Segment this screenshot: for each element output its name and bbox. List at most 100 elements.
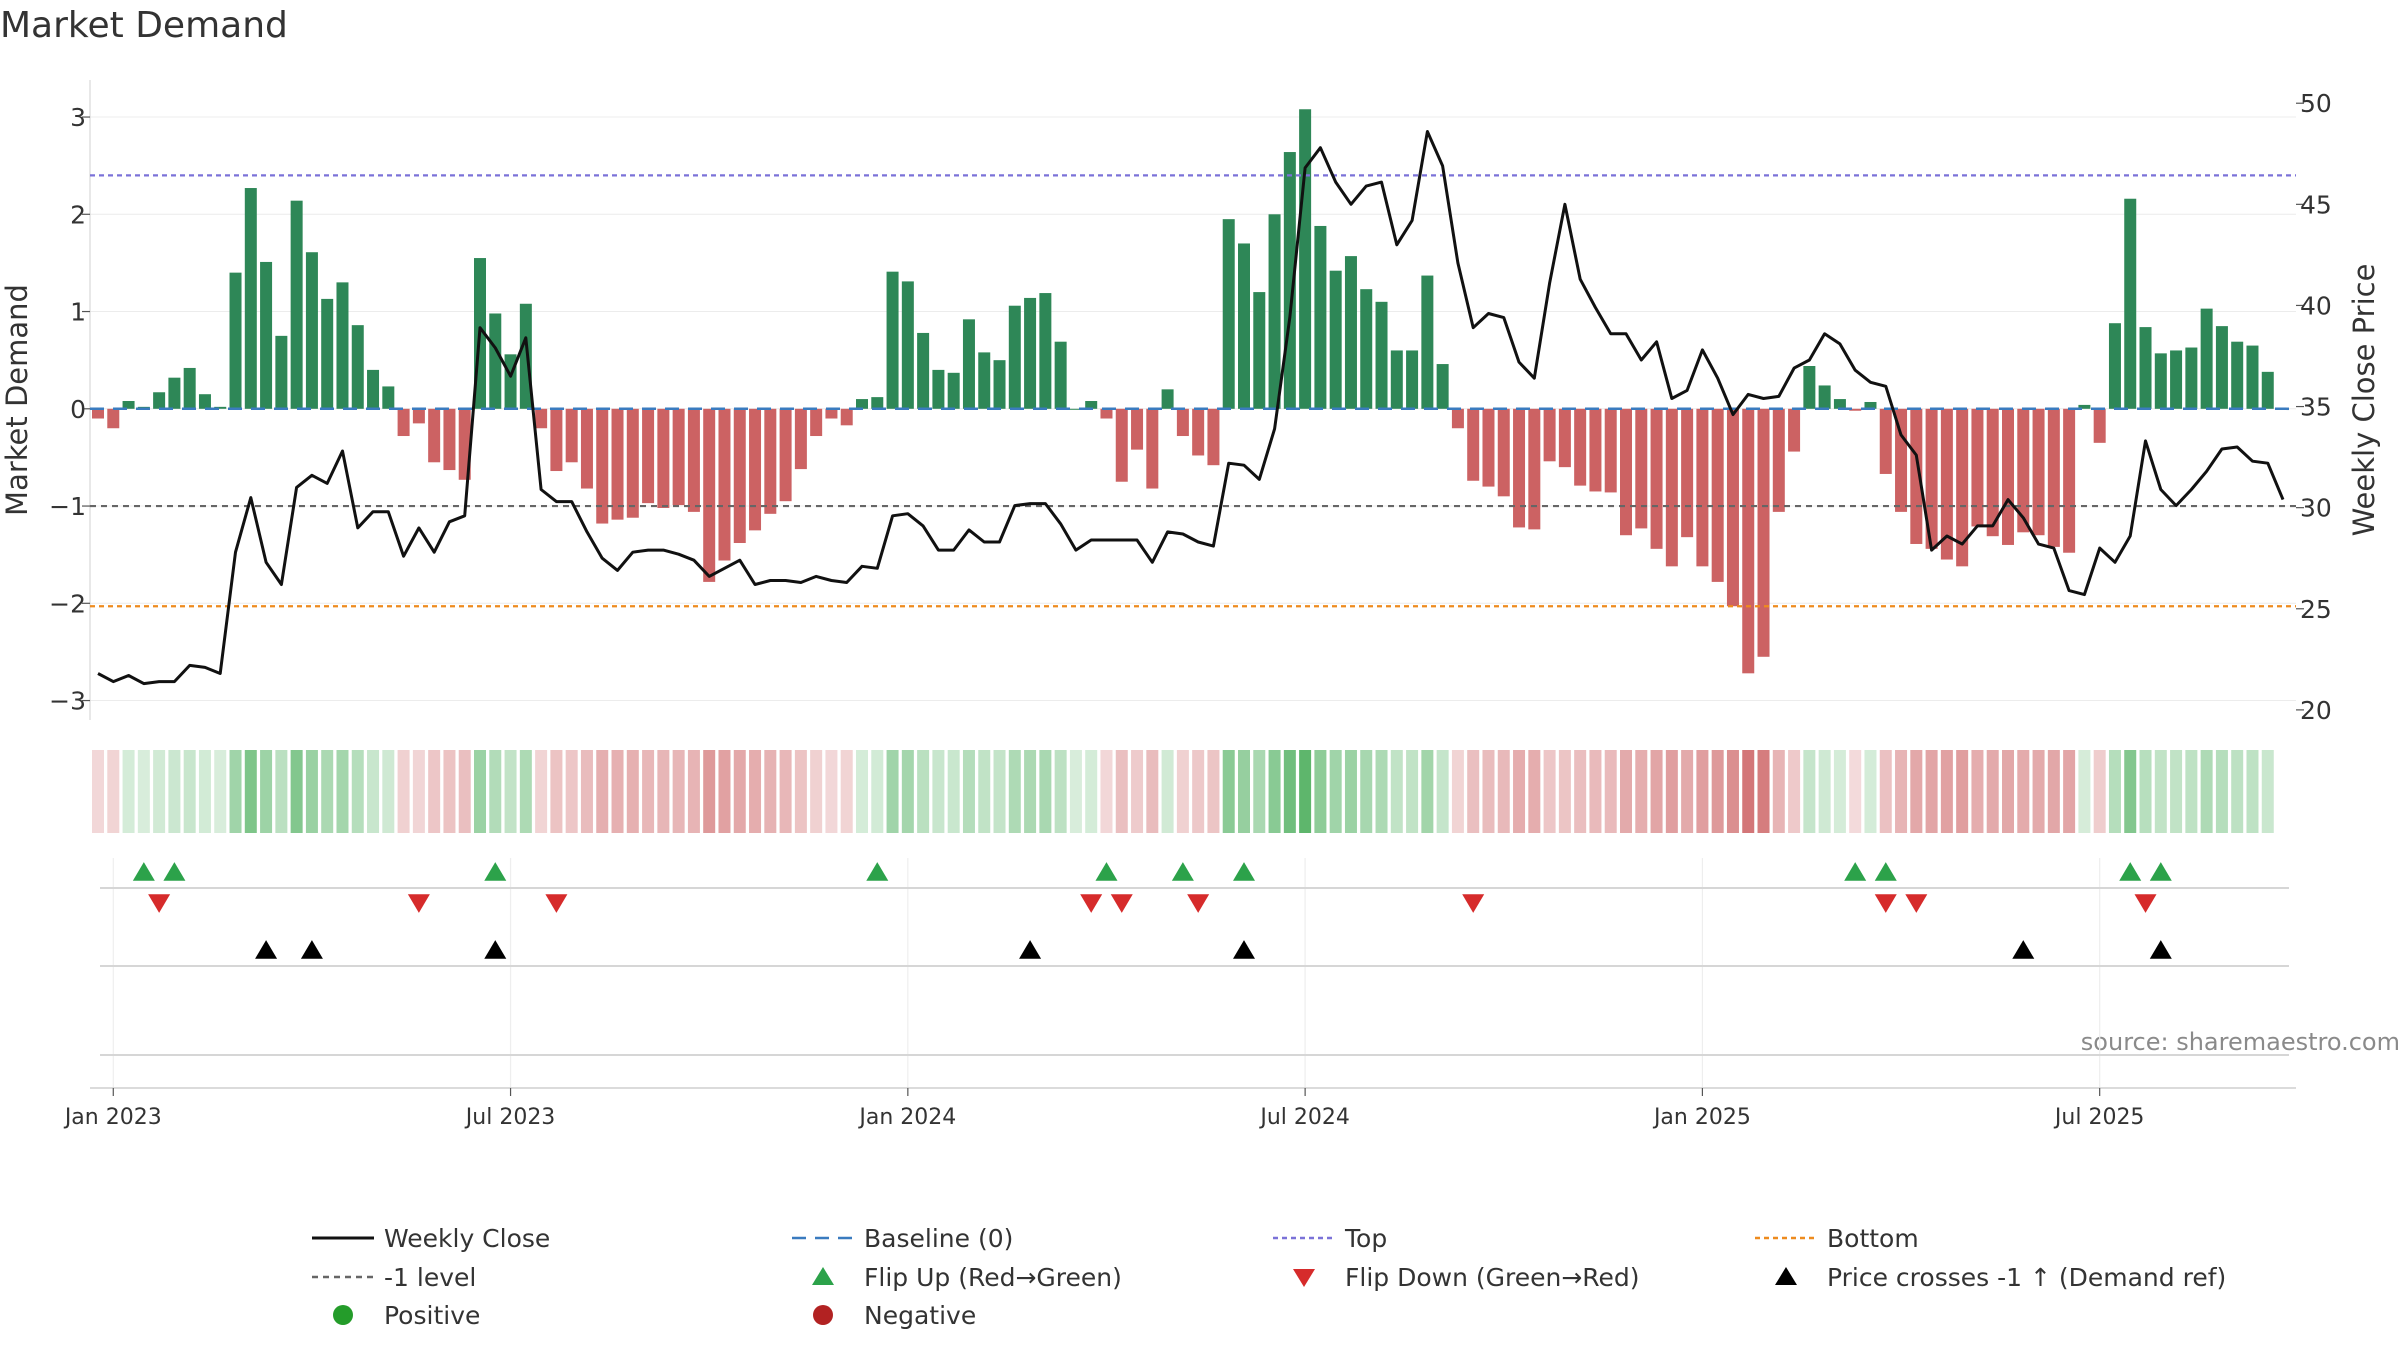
- flip-down-marker: [407, 894, 430, 913]
- demand-bar: [1131, 408, 1144, 450]
- strip-cell: [1925, 750, 1938, 833]
- demand-bar: [810, 408, 823, 437]
- demand-bar: [1635, 408, 1648, 529]
- demand-bar: [932, 369, 945, 409]
- demand-bar: [1314, 225, 1327, 409]
- y-axis-label: Market Demand: [0, 284, 34, 516]
- y2-tick-label: 50: [2300, 89, 2332, 118]
- strip-cell: [2017, 750, 2030, 833]
- y2-axis-label: Weekly Close Price: [2347, 264, 2381, 537]
- x-tick-label: Jan 2024: [857, 1105, 956, 1130]
- strip-cell: [443, 750, 456, 833]
- strip-cell: [1375, 750, 1388, 833]
- strip-cell: [1451, 750, 1464, 833]
- strip-cell: [657, 750, 670, 833]
- demand-bar: [2108, 323, 2121, 409]
- strip-cell: [1620, 750, 1632, 833]
- demand-bar: [565, 408, 578, 463]
- demand-bar: [1757, 408, 1770, 657]
- demand-bar: [1421, 275, 1434, 409]
- strip-cell: [1360, 750, 1373, 833]
- strip-cell: [642, 750, 655, 833]
- legend-label: Flip Up (Red→Green): [864, 1263, 1122, 1292]
- strip-cell: [1008, 750, 1021, 833]
- strip-cell: [1558, 750, 1571, 833]
- demand-bar: [275, 335, 288, 409]
- demand-bar: [1115, 408, 1128, 482]
- demand-bar: [1222, 219, 1235, 409]
- strip-cell: [168, 750, 181, 833]
- legend-label: Baseline (0): [864, 1224, 1013, 1253]
- demand-bar: [1864, 401, 1877, 409]
- strip-cell: [198, 750, 211, 833]
- demand-bar: [382, 386, 395, 409]
- demand-bar: [1497, 408, 1510, 497]
- y-tick-label: −3: [49, 687, 86, 716]
- strip-cell: [2047, 750, 2060, 833]
- strip-cell: [718, 750, 731, 833]
- strip-cell: [1131, 750, 1144, 833]
- strip-cell: [733, 750, 746, 833]
- demand-bar: [1543, 408, 1556, 462]
- strip-cell: [2154, 750, 2167, 833]
- demand-bar: [2154, 353, 2167, 409]
- demand-bar: [2261, 371, 2274, 409]
- flip-up-marker: [1171, 862, 1194, 881]
- demand-bar: [336, 282, 349, 409]
- strip-cell: [2139, 750, 2152, 833]
- demand-bar: [290, 200, 303, 409]
- demand-bar: [168, 377, 181, 409]
- strip-cell: [305, 750, 318, 833]
- demand-bar: [443, 408, 456, 471]
- strip-cell: [367, 750, 380, 833]
- strip-cell: [764, 750, 777, 833]
- legend-label: Top: [1344, 1224, 1387, 1253]
- demand-bar: [1207, 408, 1220, 466]
- strip-cell: [1253, 750, 1266, 833]
- demand-bar: [2170, 350, 2183, 409]
- legend-item-positive: Positive: [333, 1301, 480, 1330]
- demand-bar: [428, 408, 441, 463]
- price-cross-marker: [1019, 940, 1042, 959]
- legend-label: Bottom: [1827, 1224, 1919, 1253]
- demand-bar: [92, 408, 104, 419]
- demand-bar: [2063, 408, 2076, 553]
- x-tick-label: Jul 2025: [2053, 1105, 2145, 1130]
- demand-bar: [489, 313, 502, 409]
- flip-down-marker: [1110, 894, 1133, 913]
- strip-cell: [1054, 750, 1067, 833]
- flip-up-marker: [866, 862, 889, 881]
- demand-bar: [703, 408, 716, 582]
- y-tick-label: −1: [49, 492, 86, 521]
- strip-cell: [596, 750, 609, 833]
- strip-cell: [687, 750, 700, 833]
- strip-cell: [1956, 750, 1969, 833]
- strip-cell: [2246, 750, 2259, 833]
- demand-bar: [1803, 366, 1816, 409]
- demand-bar: [535, 408, 548, 429]
- demand-bar: [733, 408, 746, 544]
- reference-lines: [90, 174, 2296, 608]
- strip-cell: [489, 750, 502, 833]
- strip-cell: [428, 750, 441, 833]
- strip-cell: [779, 750, 792, 833]
- strip-cell: [2231, 750, 2244, 833]
- flip-down-marker: [1187, 894, 1210, 913]
- strip-cell: [2185, 750, 2198, 833]
- demand-bar: [947, 372, 960, 409]
- strip-cell: [1115, 750, 1128, 833]
- strip-cell: [2002, 750, 2014, 833]
- strip-cell: [2124, 750, 2137, 833]
- strip-cell: [137, 750, 150, 833]
- strip-cell: [1726, 750, 1739, 833]
- demand-bar: [2078, 404, 2091, 409]
- strip-cell: [2215, 750, 2228, 833]
- demand-bar: [351, 325, 364, 409]
- demand-bar: [1696, 408, 1709, 567]
- demand-bar: [2231, 341, 2244, 409]
- strip-cell: [1192, 750, 1205, 833]
- strip-cell: [1406, 750, 1419, 833]
- flip-up-marker: [1874, 862, 1897, 881]
- flip-up-marker: [484, 862, 507, 881]
- source-note: source: sharemaestro.com: [2081, 1028, 2400, 1056]
